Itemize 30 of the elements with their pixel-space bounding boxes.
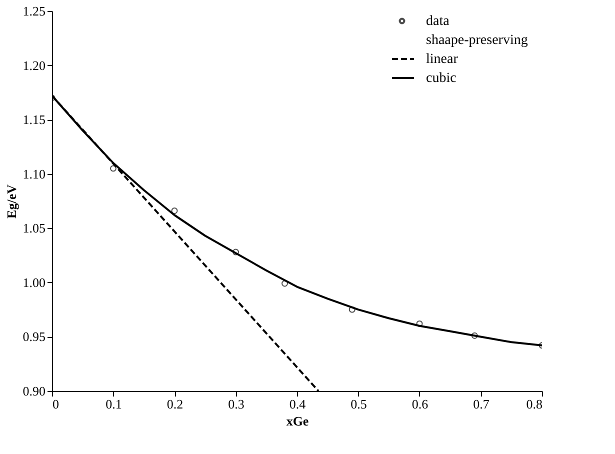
y-tick-label: 1.00: [22, 274, 46, 290]
y-tick-label: 1.15: [22, 112, 46, 128]
annotation: shaape-preserving: [426, 33, 528, 48]
y-tick-label: 1.25: [22, 4, 46, 18]
y-axis-title: Eg/eV: [4, 184, 19, 218]
point: [110, 165, 116, 172]
point: [282, 280, 288, 287]
point: [416, 320, 423, 327]
legend-label: data: [426, 14, 450, 29]
x-tick-label: 0.4: [289, 396, 306, 412]
x-tick-label: 0.3: [228, 396, 244, 412]
point: [232, 248, 239, 256]
x-axis-title: xGe: [286, 414, 309, 428]
x-tick-label: 0.2: [166, 396, 184, 412]
x-tick-label: 0.8: [526, 396, 542, 412]
y-tick-label: 1.05: [22, 220, 46, 236]
point: [171, 208, 178, 214]
legend-label: linear: [426, 52, 458, 67]
y-tick-label: 1.10: [22, 166, 46, 182]
point: [348, 306, 356, 313]
point: [471, 332, 478, 339]
x-tick-label: 0: [52, 396, 59, 412]
legend-label: cubic: [426, 71, 456, 86]
y-tick-label: 0.95: [22, 329, 46, 344]
x-tick-label: 0.7: [473, 396, 490, 412]
y-tick-label: 1.20: [22, 58, 46, 73]
y-tick-label: 0.90: [22, 384, 46, 398]
x-tick-label: 0.6: [412, 396, 429, 412]
x-tick-label: 0.1: [106, 396, 122, 412]
x-tick-label: 0.5: [350, 396, 367, 412]
